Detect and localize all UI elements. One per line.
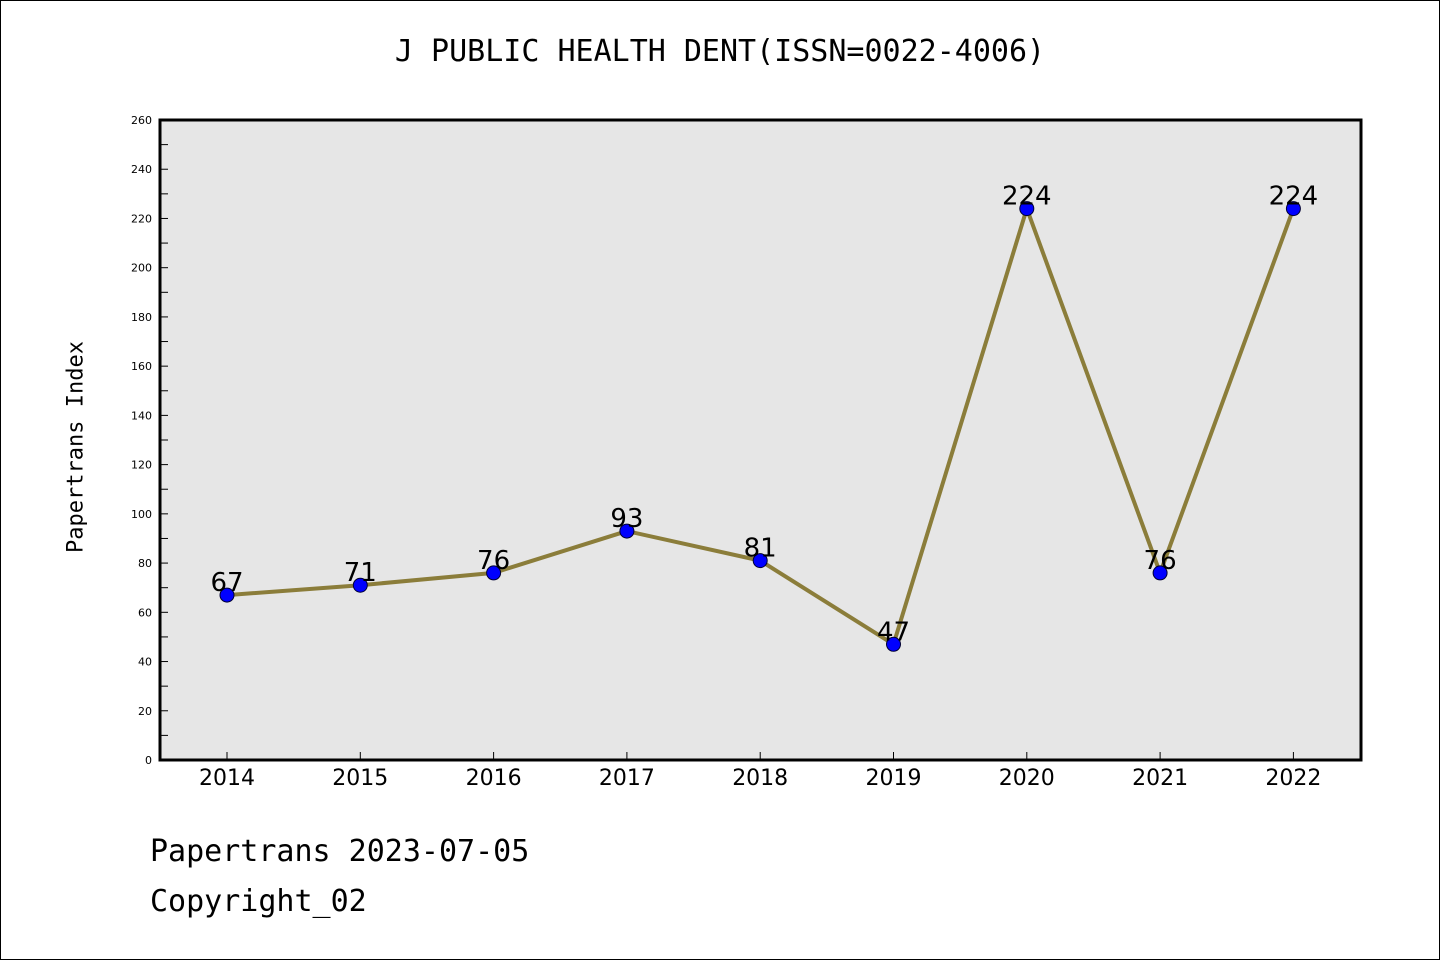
data-point (619, 523, 635, 539)
y-tick-label: 220 (131, 212, 152, 225)
data-point (1152, 565, 1168, 581)
x-tick-label: 2022 (1265, 766, 1321, 791)
x-tick-label: 2014 (199, 766, 255, 791)
data-label: 81 (744, 534, 777, 564)
chart-title: J PUBLIC HEALTH DENT(ISSN=0022-4006) (394, 34, 1046, 69)
data-label: 224 (1269, 182, 1319, 212)
x-tick-label: 2021 (1132, 766, 1188, 791)
y-tick-label: 80 (138, 557, 152, 570)
data-point (886, 636, 901, 652)
y-tick-label: 240 (131, 163, 152, 176)
data-point (1019, 201, 1035, 217)
footer-date: Papertrans 2023-07-05 (150, 834, 530, 869)
series-markers (219, 201, 1301, 652)
x-tick-label: 2017 (599, 766, 655, 791)
data-labels: 67 71 76 93 81 47 224 76 224 (210, 182, 1318, 648)
data-point (1285, 201, 1301, 217)
y-tick-label: 180 (131, 311, 152, 324)
x-tick-label: 2015 (332, 766, 388, 791)
plot-area (158, 118, 1363, 762)
y-tick-label: 160 (131, 360, 152, 373)
x-tick-label: 2016 (466, 766, 522, 791)
y-tick-label: 20 (138, 705, 152, 718)
data-point (752, 553, 768, 569)
footer-copyright: Copyright_02 (150, 884, 367, 919)
y-tick-label: 260 (131, 114, 152, 127)
x-tick-label: 2020 (999, 766, 1055, 791)
y-tick-label: 200 (131, 262, 152, 275)
data-point (486, 565, 502, 581)
y-tick-label: 140 (131, 409, 152, 422)
data-label: 71 (344, 558, 377, 588)
y-tick-label: 0 (145, 754, 152, 767)
data-point (219, 587, 235, 603)
x-tick-label: 2018 (732, 766, 788, 791)
data-label: 93 (610, 504, 643, 534)
data-label: 224 (1002, 182, 1052, 212)
data-label: 67 (210, 568, 243, 598)
y-tick-label: 60 (138, 606, 152, 619)
x-tick-label: 2019 (866, 766, 922, 791)
y-tick-label: 100 (131, 508, 152, 521)
data-label: 47 (877, 617, 910, 647)
y-tick-label: 120 (131, 459, 152, 472)
x-axis: 2014 2015 2016 2017 2018 2019 2020 2021 2022 (199, 752, 1321, 791)
data-label: 76 (477, 546, 510, 576)
data-point (352, 577, 368, 593)
y-tick-label: 40 (138, 656, 152, 669)
y-axis: 0 20 40 60 80 100 120 140 160 180 200 220 240 260 (131, 114, 168, 767)
data-label: 76 (1144, 546, 1177, 576)
